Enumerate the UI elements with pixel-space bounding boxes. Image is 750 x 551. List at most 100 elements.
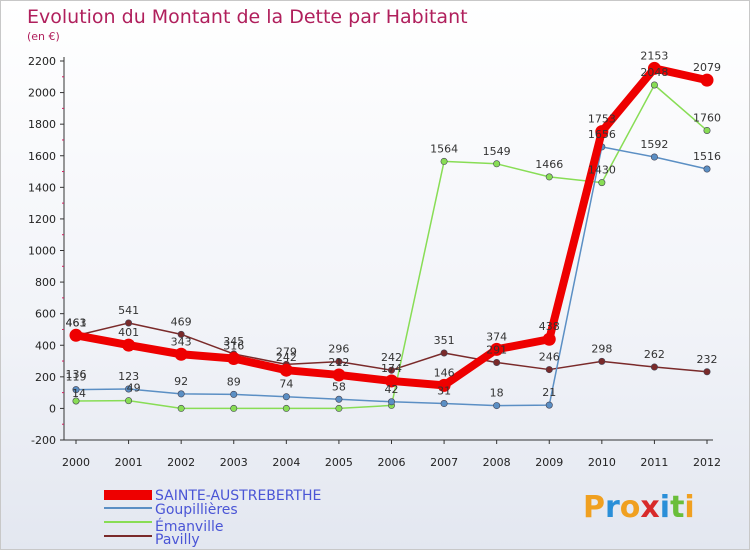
data-label-sainte-austreberthe: 316 [223,340,244,353]
logo-text: Proxiti [583,490,695,525]
y-tick-label: 1000 [28,245,56,258]
x-tick-label: 2001 [115,456,143,469]
data-label-goupillieres: 18 [490,387,504,400]
data-label-sainte-austreberthe: 343 [171,335,192,348]
data-label-goupillieres: 1656 [588,128,616,141]
data-point-sainte-austreberthe [700,73,714,87]
data-point-goupillieres [387,398,395,406]
data-label-goupillieres: 21 [542,386,556,399]
data-label-sainte-austreberthe: 438 [539,320,560,333]
data-point-goupillieres [177,390,185,398]
x-tick-label: 2012 [693,456,721,469]
y-tick-label: 1800 [28,118,56,131]
data-point-pavilly [177,330,185,338]
data-label-goupillieres: 1516 [693,150,721,163]
data-point-sainte-austreberthe [595,125,609,139]
data-point-goupillieres [282,393,290,401]
data-label-pavilly: 232 [697,353,718,366]
data-label-sainte-austreberthe: 212 [328,356,349,369]
data-point-pavilly [650,363,658,371]
logo-letter: i [684,490,694,525]
data-point-pavilly [598,357,606,365]
data-point-pavilly [493,358,501,366]
x-tick-label: 2010 [588,456,616,469]
data-point-emanville [177,404,185,412]
data-point-goupillieres [545,401,553,409]
data-point-pavilly [440,349,448,357]
data-point-emanville [335,404,343,412]
logo-letter: i [660,490,670,525]
y-tick-label: 0 [49,402,56,415]
axes: -200 0 200 400 600 800 1000 1200 1400 1600 1800 200… [28,55,721,469]
data-label-sainte-austreberthe: 374 [486,330,507,343]
data-label-pavilly: 469 [171,315,192,328]
x-tick-label: 2008 [483,456,511,469]
data-point-sainte-austreberthe [69,328,83,342]
data-point-sainte-austreberthe [542,332,556,346]
data-point-goupillieres [440,400,448,408]
data-label-emanville: 1466 [535,158,563,171]
chart-title: Evolution du Montant de la Dette par Hab… [27,6,468,28]
y-tick-label: 1600 [28,150,56,163]
data-point-emanville [440,157,448,165]
data-label-emanville: 1430 [588,164,616,177]
y-tick-label: 1200 [28,213,56,226]
data-point-goupillieres [703,165,711,173]
x-tick-label: 2009 [535,456,563,469]
legend-label-pavilly: Pavilly [155,532,200,548]
chart-subtitle: (en €) [27,30,60,43]
logo-letter: t [670,490,684,525]
data-label-emanville: 1549 [483,145,511,158]
x-tick-label: 2006 [378,456,406,469]
data-point-pavilly [703,368,711,376]
data-label-goupillieres: 123 [118,370,139,383]
legend: SAINTE-AUSTREBERTHE Goupillières Émanvil… [104,488,321,548]
data-point-emanville [703,126,711,134]
data-point-emanville [72,397,80,405]
x-tick-label: 2000 [62,456,90,469]
data-label-pavilly: 262 [644,348,665,361]
data-label-goupillieres: 89 [227,375,241,388]
data-label-sainte-austreberthe: 463 [66,316,87,329]
data-label-sainte-austreberthe: 1753 [588,113,616,126]
data-label-pavilly: 461 [66,317,87,330]
data-point-emanville [598,179,606,187]
data-label-pavilly: 541 [118,304,139,317]
data-point-sainte-austreberthe [385,374,398,388]
data-label-goupillieres: 1592 [640,138,668,151]
data-label-goupillieres: 119 [66,371,87,384]
legend-label-sainte-austreberthe: SAINTE-AUSTREBERTHE [155,488,321,504]
y-tick-label: 400 [35,339,56,352]
data-point-sainte-austreberthe [122,338,136,352]
x-tick-label: 2003 [220,456,248,469]
data-label-pavilly: 298 [591,342,612,355]
data-label-pavilly: 351 [434,334,455,347]
x-tick-label: 2004 [272,456,300,469]
data-label-pavilly: 296 [328,343,349,356]
data-point-sainte-austreberthe [332,368,346,382]
y-tick-label: 600 [35,308,56,321]
data-point-sainte-austreberthe [437,378,451,392]
data-point-goupillieres [493,402,501,410]
data-point-pavilly [387,366,395,374]
data-point-emanville [493,160,501,168]
data-point-sainte-austreberthe [490,342,504,356]
x-tick-label: 2007 [430,456,458,469]
data-point-sainte-austreberthe [227,352,241,366]
data-label-emanville: 2048 [640,66,668,79]
data-label-pavilly: 291 [486,343,507,356]
x-tick-label: 2005 [325,456,353,469]
data-label-pavilly: 279 [276,345,297,358]
data-point-goupillieres [230,390,238,398]
logo-letter: P [583,490,605,525]
y-tick-label: 800 [35,276,56,289]
data-label-sainte-austreberthe: 401 [118,326,139,339]
data-point-goupillieres [72,386,80,394]
data-point-goupillieres [650,153,658,161]
data-point-emanville [230,404,238,412]
data-label-goupillieres: 74 [279,378,293,391]
data-label-extra: 49 [127,382,141,395]
data-label-sainte-austreberthe: 146 [434,366,455,379]
data-labels: 463 401 343 316 242 212 174 146 374 438 1753 2153 20… [66,49,722,400]
